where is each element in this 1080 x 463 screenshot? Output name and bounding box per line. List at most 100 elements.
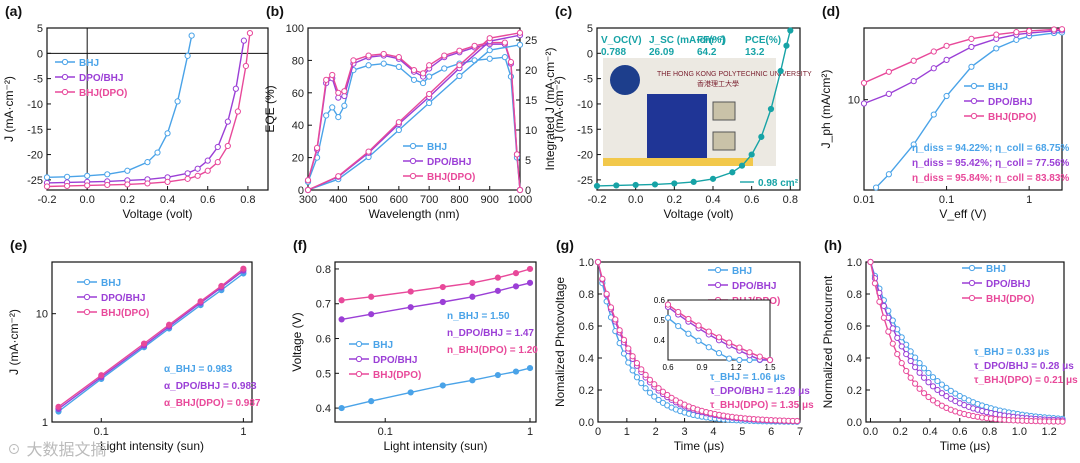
panel-d: 0.01 0.1 1 10 V_eff (V) J_ph (mA/cm²) (d) BHJ DP… [819,3,1069,221]
data-point [885,328,892,335]
y-tick-label: 0.4 [847,353,862,365]
y-tick-label: 0 [37,48,43,60]
data-point [154,149,161,156]
table-value: 26.09 [649,47,674,58]
data-point [638,380,645,387]
x-tick-label: 400 [329,194,347,206]
data-point [675,323,682,330]
x-tick-label: -0.2 [588,194,607,206]
data-point [313,144,321,151]
data-point [903,367,910,375]
y-tick-label: 0.2 [847,385,862,397]
data-point [929,383,937,390]
panel-label: (c) [555,3,572,19]
data-point [410,67,418,74]
x-tick-label: 0.8 [783,194,798,206]
data-point [1013,36,1020,43]
data-point [439,298,446,306]
annotation: τ_BHJ = 0.33 μs [974,347,1050,358]
data-point [240,265,247,272]
y-tick-label: -20 [27,150,43,162]
data-point [165,321,173,328]
data-point [194,172,201,179]
y-tick-label: -20 [577,150,593,162]
legend-marker [968,279,976,287]
legend-label: DPO/BHJ [79,73,123,84]
y-tick-label: 1 [42,417,48,429]
x-tick-label: 1 [527,426,533,438]
y-tick-label: -25 [27,175,43,187]
y-tick-label: 1.0 [847,257,862,269]
data-point [968,43,975,51]
y-tick-label: -10 [577,99,593,111]
data-point [885,171,892,178]
data-point [124,167,131,174]
y-tick-label: 1.0 [579,257,594,269]
data-point [184,175,191,182]
table-value: 64.2 [697,47,717,58]
data-point [218,282,225,290]
data-point [441,65,448,72]
area-label: 0.98 cm² [758,178,799,189]
data-point [912,354,919,361]
data-point [880,314,887,321]
data-point [929,397,937,404]
data-point [632,181,639,189]
data-point [304,177,312,184]
data-point [736,356,743,364]
x-tick-label: 0.1 [94,426,109,438]
legend-marker [970,97,978,105]
data-point [469,293,476,300]
data-point [516,186,524,194]
annotation: τ_DPO/BHJ = 1.29 μs [710,386,810,397]
series-line [46,40,245,184]
data-point [63,182,71,190]
data-point [726,339,733,346]
panel-label: (b) [266,3,284,19]
y-axis-label: J (mA·cm⁻²) [2,76,16,142]
annotation: α_DPO/BHJ = 0.983 [164,381,257,392]
data-point [943,42,950,49]
data-point [338,404,345,412]
data-point [426,73,433,80]
data-point [880,302,887,310]
photo-text: THE HONG KONG POLYTECHNIC UNIVERSITY [657,71,812,78]
inset-x-tick-label: 0.6 [662,363,674,372]
data-point [84,172,91,179]
data-point [512,270,520,277]
data-point [124,181,131,188]
y-tick-label: 0.4 [316,403,331,415]
data-point [341,88,348,95]
data-point [341,102,348,109]
data-point [695,322,702,329]
data-point [889,317,896,324]
data-point [516,29,524,36]
data-point [204,157,211,164]
data-point [329,71,336,79]
x-axis-label: Voltage (volt) [122,207,192,221]
data-point [783,42,790,49]
y-tick-label: 0.0 [847,417,862,429]
annotation: α_BHJ(DPO) = 0.987 [164,398,261,409]
data-point [599,275,606,282]
data-point [395,119,402,126]
data-point [55,403,62,410]
data-point [910,141,917,148]
data-point [889,340,896,347]
panel-b: 300 400 500 600 700 800 900 1000020406080100Wav… [263,3,557,221]
data-point [651,181,659,188]
data-point [685,315,692,323]
data-point [494,274,501,281]
legend-marker [409,142,417,150]
y-tick-label: 0 [298,185,304,197]
table-header: J_SC (mA·cm⁻²) [649,35,726,46]
data-point [516,41,524,48]
data-point [593,182,601,190]
data-point [912,364,919,371]
data-point [323,112,330,119]
data-point [338,297,345,304]
data-point [929,374,937,381]
data-point [104,181,111,189]
data-point [365,52,372,59]
data-point [426,90,433,98]
